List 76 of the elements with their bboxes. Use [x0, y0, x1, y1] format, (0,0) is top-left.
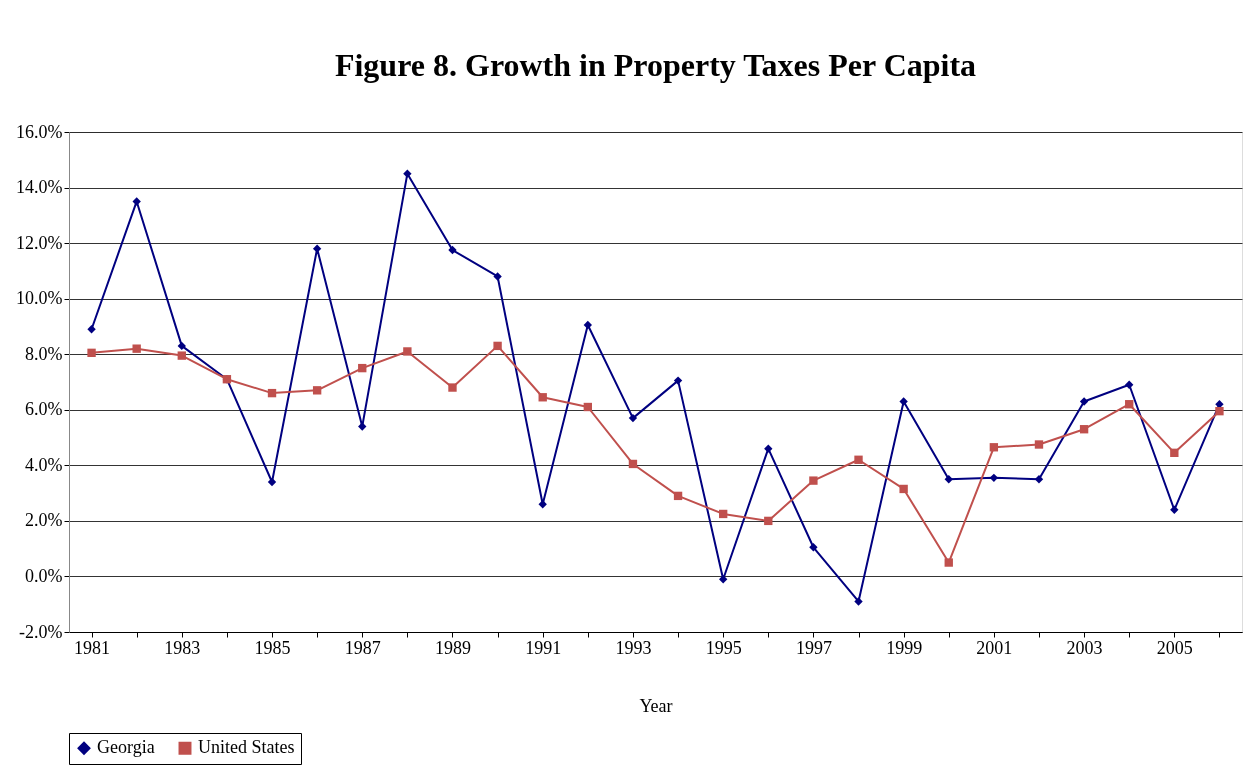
point: [87, 325, 96, 334]
point: [764, 444, 773, 453]
point: [989, 443, 999, 452]
point: [267, 388, 277, 398]
x-tick-label: 1987: [344, 637, 381, 658]
x-tick-label: 1983: [164, 637, 201, 658]
point: [312, 244, 322, 253]
point: [854, 597, 863, 606]
point: [1170, 505, 1179, 514]
point: [1125, 400, 1134, 409]
x-tick-label: 1995: [705, 637, 742, 658]
point: [493, 341, 502, 351]
point: [583, 402, 593, 412]
chart-title: Figure 8. Growth in Property Taxes Per Capita: [334, 47, 977, 83]
point: [1079, 425, 1089, 434]
point: [628, 459, 638, 469]
point: [177, 351, 186, 360]
point: [944, 558, 953, 567]
y-tick-label: 2.0%: [25, 510, 63, 531]
point: [1079, 397, 1089, 406]
point: [448, 245, 457, 255]
x-tick-label: 1985: [254, 637, 291, 658]
point: [132, 344, 141, 353]
point: [267, 477, 277, 487]
y-tick-label: 16.0%: [16, 121, 63, 142]
y-tick-label: 6.0%: [25, 399, 63, 420]
point: [899, 484, 908, 494]
y-tick-label: 10.0%: [16, 288, 63, 309]
point: [132, 197, 141, 206]
point: [177, 341, 186, 351]
point: [809, 476, 818, 485]
point: [809, 543, 818, 552]
point: [1125, 380, 1134, 389]
point: [538, 393, 547, 402]
x-tick-label: 2001: [976, 637, 1013, 658]
x-axis-title: Year: [639, 695, 673, 716]
point: [538, 500, 547, 509]
point: [1034, 475, 1044, 484]
x-tick-label: 1991: [525, 637, 562, 658]
point: [358, 422, 367, 431]
point: [403, 347, 412, 356]
y-tick-label: 8.0%: [25, 343, 63, 364]
legend-label: Georgia: [97, 737, 155, 758]
point: [673, 491, 683, 501]
point: [718, 575, 728, 584]
x-tick-label: 1989: [434, 637, 471, 658]
x-tick-label: 1999: [886, 637, 923, 658]
point: [899, 397, 908, 406]
point: [312, 386, 322, 395]
x-tick-label: 1993: [615, 637, 652, 658]
point: [989, 473, 999, 483]
x-tick-label: 1997: [795, 637, 832, 658]
point: [87, 348, 96, 358]
point: [764, 516, 773, 526]
y-tick-label: 4.0%: [25, 454, 63, 475]
point: [1034, 440, 1044, 449]
point: [1170, 448, 1179, 458]
point: [493, 272, 502, 281]
point: [854, 455, 863, 464]
y-tick-label: 0.0%: [25, 565, 63, 586]
point: [628, 413, 638, 423]
point: [718, 509, 728, 519]
point: [673, 376, 683, 385]
x-tick-label: 2005: [1156, 637, 1193, 658]
x-tick-label: 2003: [1066, 637, 1103, 658]
point: [583, 320, 593, 330]
y-tick-label: 12.0%: [16, 232, 63, 253]
point: [448, 383, 457, 392]
legend-label: United States: [198, 737, 295, 758]
point: [1215, 406, 1224, 416]
y-tick-label: -2.0%: [19, 621, 63, 642]
point: [403, 169, 412, 178]
point: [944, 475, 953, 484]
y-tick-label: 14.0%: [16, 177, 63, 198]
point: [358, 363, 367, 373]
x-tick-label: 1981: [74, 637, 111, 658]
